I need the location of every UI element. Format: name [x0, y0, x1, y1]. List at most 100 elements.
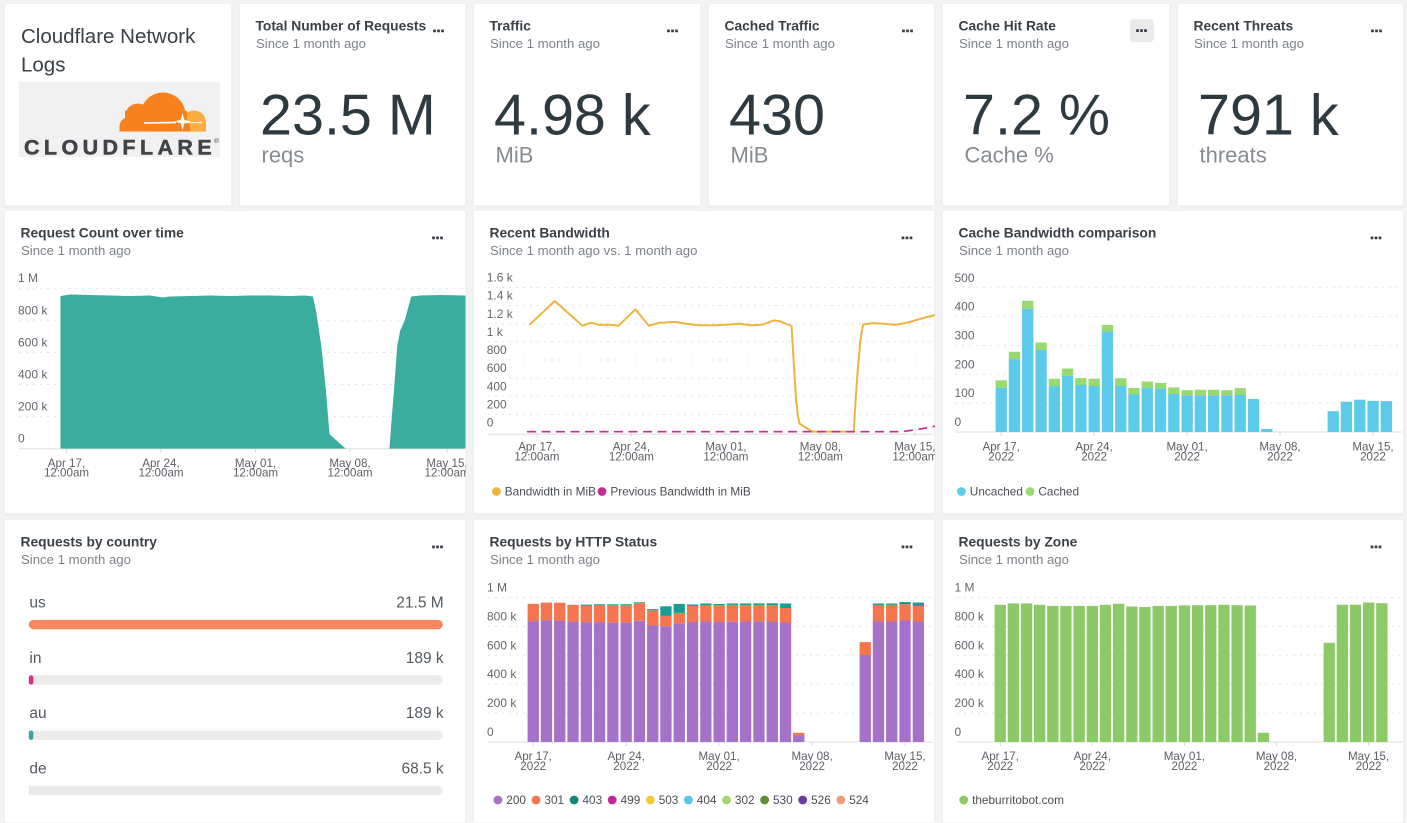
svg-text:2022: 2022	[799, 760, 825, 773]
svg-text:800 k: 800 k	[954, 609, 984, 623]
svg-text:2022: 2022	[987, 760, 1013, 773]
svg-text:200 k: 200 k	[18, 400, 48, 414]
svg-text:68.5 k: 68.5 k	[401, 760, 443, 777]
svg-text:23.5 M: 23.5 M	[260, 84, 436, 148]
svg-text:530: 530	[773, 793, 793, 807]
svg-text:reqs: reqs	[261, 143, 304, 168]
svg-text:302: 302	[734, 793, 754, 807]
svg-text:Apr 24,: Apr 24,	[607, 750, 644, 763]
svg-text:May 01,: May 01,	[1163, 750, 1204, 763]
svg-text:Apr 17,: Apr 17,	[514, 750, 551, 763]
svg-text:200: 200	[506, 793, 526, 807]
svg-text:2022: 2022	[1360, 451, 1386, 464]
svg-text:200 k: 200 k	[954, 696, 984, 710]
svg-text:2022: 2022	[1267, 451, 1293, 464]
svg-text:Since 1 month ago: Since 1 month ago	[1194, 36, 1304, 51]
svg-text:600 k: 600 k	[18, 335, 48, 349]
svg-text:Cached Traffic: Cached Traffic	[724, 19, 819, 34]
svg-text:May 15,: May 15,	[1347, 750, 1388, 763]
svg-text:Apr 24,: Apr 24,	[142, 457, 179, 470]
svg-text:400 k: 400 k	[18, 368, 48, 382]
svg-text:800 k: 800 k	[18, 303, 48, 317]
svg-text:1.4 k: 1.4 k	[486, 289, 513, 303]
svg-text:600 k: 600 k	[954, 638, 984, 652]
svg-text:MiB: MiB	[496, 143, 534, 168]
svg-text:®: ®	[214, 137, 219, 145]
svg-text:Apr 24,: Apr 24,	[612, 441, 649, 454]
svg-text:1.2 k: 1.2 k	[486, 307, 513, 321]
svg-text:Cache %: Cache %	[965, 143, 1054, 168]
svg-text:12:00am: 12:00am	[608, 451, 653, 464]
svg-text:May 08,: May 08,	[791, 750, 832, 763]
svg-text:May 08,: May 08,	[1255, 750, 1296, 763]
svg-text:0: 0	[954, 415, 961, 429]
svg-text:Since 1 month ago vs. 1 month: Since 1 month ago vs. 1 month ago	[490, 243, 697, 258]
svg-text:Since 1 month ago: Since 1 month ago	[725, 36, 835, 51]
svg-text:400: 400	[954, 300, 974, 314]
svg-text:Since 1 month ago: Since 1 month ago	[21, 552, 131, 567]
svg-text:May 01,: May 01,	[1166, 441, 1207, 454]
svg-text:Recent Threats: Recent Threats	[1193, 19, 1293, 34]
svg-text:Apr 17,: Apr 17,	[981, 750, 1018, 763]
svg-text:us: us	[29, 594, 46, 611]
svg-text:May 08,: May 08,	[799, 441, 840, 454]
svg-text:May 15,: May 15,	[894, 441, 935, 454]
svg-text:524: 524	[849, 793, 869, 807]
svg-text:Since 1 month ago: Since 1 month ago	[256, 36, 366, 51]
svg-text:Apr 17,: Apr 17,	[518, 441, 555, 454]
svg-text:200 k: 200 k	[487, 696, 517, 710]
svg-text:Cached: Cached	[1038, 485, 1079, 499]
svg-text:Requests by HTTP Status: Requests by HTTP Status	[489, 534, 657, 549]
svg-text:Recent Bandwidth: Recent Bandwidth	[489, 226, 609, 241]
svg-text:Since 1 month ago: Since 1 month ago	[959, 552, 1069, 567]
svg-text:Apr 17,: Apr 17,	[48, 457, 85, 470]
svg-text:600: 600	[486, 361, 506, 375]
svg-text:430: 430	[729, 84, 825, 148]
svg-text:4.98 k: 4.98 k	[494, 84, 651, 148]
svg-text:Apr 24,: Apr 24,	[1073, 750, 1110, 763]
svg-text:0: 0	[18, 432, 25, 446]
svg-text:189 k: 189 k	[406, 705, 444, 722]
svg-text:800 k: 800 k	[487, 609, 517, 623]
svg-text:2022: 2022	[1171, 760, 1197, 773]
svg-text:1.6 k: 1.6 k	[486, 271, 513, 285]
svg-text:200: 200	[954, 357, 974, 371]
svg-text:12:00am: 12:00am	[138, 467, 183, 480]
svg-text:1 M: 1 M	[487, 580, 507, 594]
svg-text:May 08,: May 08,	[329, 457, 370, 470]
svg-text:404: 404	[696, 793, 716, 807]
svg-text:1 k: 1 k	[486, 325, 503, 339]
svg-text:May 01,: May 01,	[705, 441, 746, 454]
svg-text:2022: 2022	[988, 451, 1014, 464]
svg-text:100: 100	[954, 386, 974, 400]
svg-text:Since 1 month ago: Since 1 month ago	[21, 243, 131, 258]
svg-text:0: 0	[487, 725, 494, 739]
svg-text:au: au	[29, 705, 46, 722]
svg-text:theburritobot.com: theburritobot.com	[972, 793, 1064, 807]
svg-text:threats: threats	[1199, 143, 1266, 168]
svg-text:Apr 17,: Apr 17,	[982, 441, 1019, 454]
svg-text:0: 0	[954, 725, 961, 739]
svg-text:Bandwidth in MiB: Bandwidth in MiB	[504, 485, 595, 499]
svg-text:2022: 2022	[1081, 451, 1107, 464]
svg-text:503: 503	[658, 793, 678, 807]
svg-text:12:00am: 12:00am	[44, 467, 89, 480]
svg-text:21.5 M: 21.5 M	[396, 594, 443, 611]
svg-text:2022: 2022	[706, 760, 732, 773]
svg-text:May 01,: May 01,	[698, 750, 739, 763]
svg-text:0: 0	[486, 416, 493, 430]
svg-text:May 08,: May 08,	[1259, 441, 1300, 454]
svg-text:Uncached: Uncached	[969, 485, 1022, 499]
svg-text:2022: 2022	[1079, 760, 1105, 773]
svg-text:Total Number of Requests: Total Number of Requests	[255, 19, 426, 34]
svg-text:200: 200	[486, 397, 506, 411]
svg-text:MiB: MiB	[730, 143, 768, 168]
svg-text:Cloudflare Network: Cloudflare Network	[21, 25, 196, 48]
svg-text:Since 1 month ago: Since 1 month ago	[490, 36, 600, 51]
svg-text:791 k: 791 k	[1198, 84, 1339, 148]
svg-text:Apr 24,: Apr 24,	[1075, 441, 1112, 454]
svg-text:2022: 2022	[1263, 760, 1289, 773]
svg-text:12:00am: 12:00am	[424, 467, 465, 480]
svg-text:400 k: 400 k	[487, 667, 517, 681]
svg-text:400 k: 400 k	[954, 667, 984, 681]
